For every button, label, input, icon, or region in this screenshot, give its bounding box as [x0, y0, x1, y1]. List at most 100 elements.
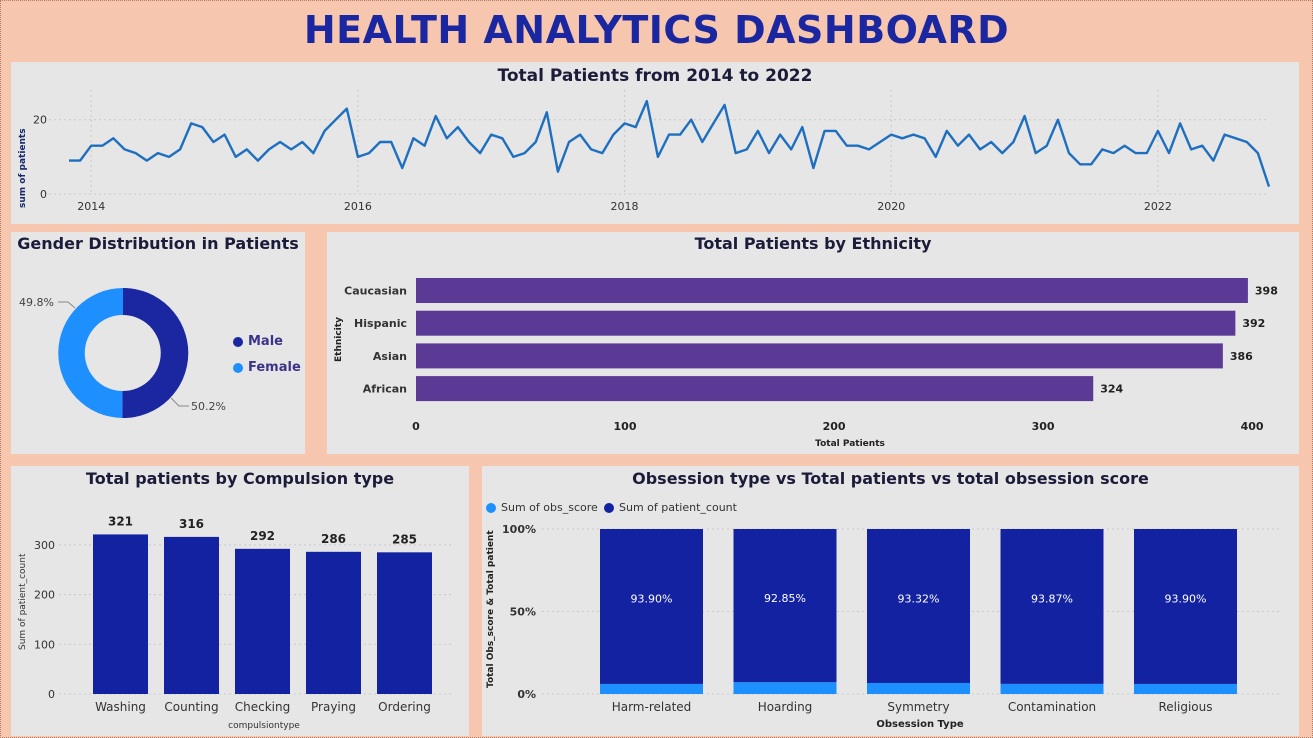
compulsion-chart-title: Total patients by Compulsion type	[85, 469, 395, 488]
obsession-y-tick: 0%	[517, 688, 536, 701]
obsession-data-label: 92.85%	[764, 592, 806, 605]
compulsion-data-label: 286	[321, 532, 346, 546]
male-leader-line	[170, 397, 189, 407]
compulsion-category-label: Checking	[235, 700, 290, 714]
gender-donut-chart[interactable]: 49.8% 50.2%	[11, 232, 305, 454]
ethnicity-bar	[416, 278, 1248, 303]
obsession-category-label: Religious	[1159, 700, 1213, 714]
patient-count-segment	[1000, 529, 1104, 684]
obsession-category-label: Hoarding	[758, 700, 813, 714]
compulsion-ylabel: Sum of patient_count	[18, 553, 28, 650]
compulsion-bar-chart[interactable]: Sum of patient_count compulsiontype 0 100…	[11, 466, 469, 736]
compulsion-bar	[306, 551, 361, 694]
y-tick-label: 20	[33, 114, 47, 127]
ethnicity-ylabel: Ethnicity	[334, 317, 344, 362]
ethnicity-bar	[416, 343, 1223, 369]
obsession-stacked-chart[interactable]: Total Obs_score & Total patient Obsessio…	[482, 466, 1299, 736]
page-title: HEALTH ANALYTICS DASHBOARD	[303, 8, 1010, 52]
patient-count-legend-label: Sum of patient_count	[619, 501, 737, 514]
compulsion-bar	[377, 552, 432, 694]
ethnicity-bar-chart[interactable]: Ethnicity Total Patients Caucasian 398 His…	[327, 232, 1299, 454]
obs-score-legend-swatch	[486, 502, 496, 513]
obs-score-segment	[867, 682, 970, 694]
obsession-category-label: Harm-related	[612, 700, 692, 714]
compulsion-y-tick: 100	[34, 638, 55, 651]
ethnicity-x-tick: 300	[1032, 420, 1055, 433]
legend-obs-score[interactable]: Sum of obs_score	[486, 501, 598, 514]
compulsion-y-tick: 200	[34, 589, 55, 602]
line-chart-ylabel: sum of patients	[18, 128, 28, 208]
male-legend-swatch	[233, 336, 243, 347]
obsession-data-label: 93.32%	[898, 592, 940, 605]
compulsion-y-tick: 0	[48, 688, 55, 701]
ethnicity-panel[interactable]: Total Patients by Ethnicity Ethnicity To…	[327, 232, 1299, 454]
obsession-y-tick: 100%	[502, 523, 536, 536]
compulsion-category-label: Washing	[95, 700, 146, 714]
x-tick-label: 2016	[344, 200, 372, 213]
ethnicity-x-tick: 0	[412, 420, 420, 433]
compulsion-panel[interactable]: Total patients by Compulsion type Sum of…	[11, 466, 469, 736]
ethnicity-data-label: 392	[1242, 317, 1265, 330]
compulsion-xlabel: compulsiontype	[228, 721, 300, 731]
patients-series-line	[69, 99, 1271, 187]
ethnicity-bar	[416, 376, 1094, 402]
compulsion-category-label: Ordering	[378, 700, 431, 714]
ethnicity-category-label: Caucasian	[344, 285, 407, 298]
obsession-category-label: Contamination	[1008, 700, 1096, 714]
obsession-category-label: Symmetry	[887, 700, 949, 714]
ethnicity-bar	[416, 310, 1236, 336]
obsession-data-label: 93.90%	[631, 593, 673, 606]
ethnicity-category-label: Asian	[373, 350, 407, 363]
legend-female[interactable]: Female	[233, 360, 301, 375]
female-pct-label: 49.8%	[19, 296, 54, 309]
donut-slice-male	[122, 287, 189, 418]
obsession-chart-title: Obsession type vs Total patients vs tota…	[632, 469, 1149, 488]
ethnicity-chart-title: Total Patients by Ethnicity	[694, 234, 932, 253]
gender-panel[interactable]: Gender Distribution in Patients 49.8% 50…	[11, 232, 305, 454]
ethnicity-data-label: 386	[1230, 350, 1253, 363]
patient-count-segment	[733, 529, 837, 683]
compulsion-bar	[164, 536, 219, 694]
obs-score-segment	[1134, 683, 1237, 694]
male-pct-label: 50.2%	[191, 400, 226, 413]
ethnicity-x-tick: 200	[823, 420, 846, 433]
ethnicity-x-tick: 400	[1241, 420, 1264, 433]
female-legend-swatch	[233, 362, 243, 373]
obs-score-segment	[733, 682, 837, 694]
male-legend-label: Male	[248, 334, 283, 349]
donut-slice-female	[58, 288, 124, 418]
obs-score-legend-label: Sum of obs_score	[501, 501, 598, 514]
female-legend-label: Female	[248, 360, 301, 375]
legend-patient-count[interactable]: Sum of patient_count	[604, 501, 737, 514]
ethnicity-data-label: 398	[1255, 285, 1278, 298]
line-chart[interactable]: sum of patients 0 20 2014 2016 2018 2020 2022	[11, 62, 1299, 224]
compulsion-data-label: 316	[179, 517, 204, 531]
compulsion-data-label: 292	[250, 529, 275, 543]
x-tick-label: 2014	[77, 200, 105, 213]
compulsion-bar	[93, 534, 148, 694]
obsession-data-label: 93.87%	[1031, 593, 1073, 606]
ethnicity-category-label: African	[363, 383, 407, 396]
obsession-data-label: 93.90%	[1165, 593, 1207, 606]
compulsion-data-label: 321	[108, 514, 133, 528]
ethnicity-category-label: Hispanic	[354, 317, 407, 330]
legend-male[interactable]: Male	[233, 334, 283, 349]
compulsion-bar	[235, 548, 290, 694]
compulsion-y-tick: 300	[34, 539, 55, 552]
gender-chart-title: Gender Distribution in Patients	[17, 234, 299, 253]
compulsion-data-label: 285	[392, 532, 417, 546]
patient-count-legend-swatch	[604, 502, 614, 513]
obsession-y-tick: 50%	[510, 606, 536, 619]
line-chart-title: Total Patients from 2014 to 2022	[497, 66, 813, 86]
obs-score-segment	[1000, 683, 1104, 694]
compulsion-category-label: Counting	[164, 700, 218, 714]
ethnicity-x-tick: 100	[614, 420, 637, 433]
line-chart-panel[interactable]: Total Patients from 2014 to 2022 sum of …	[11, 62, 1299, 224]
obsession-ylabel: Total Obs_score & Total patient	[486, 530, 496, 688]
female-leader-line	[58, 301, 76, 309]
obsession-panel[interactable]: Obsession type vs Total patients vs tota…	[482, 466, 1299, 736]
y-tick-label: 0	[40, 188, 47, 201]
compulsion-category-label: Praying	[311, 700, 356, 714]
patient-count-segment	[600, 529, 703, 684]
obs-score-segment	[600, 683, 703, 694]
